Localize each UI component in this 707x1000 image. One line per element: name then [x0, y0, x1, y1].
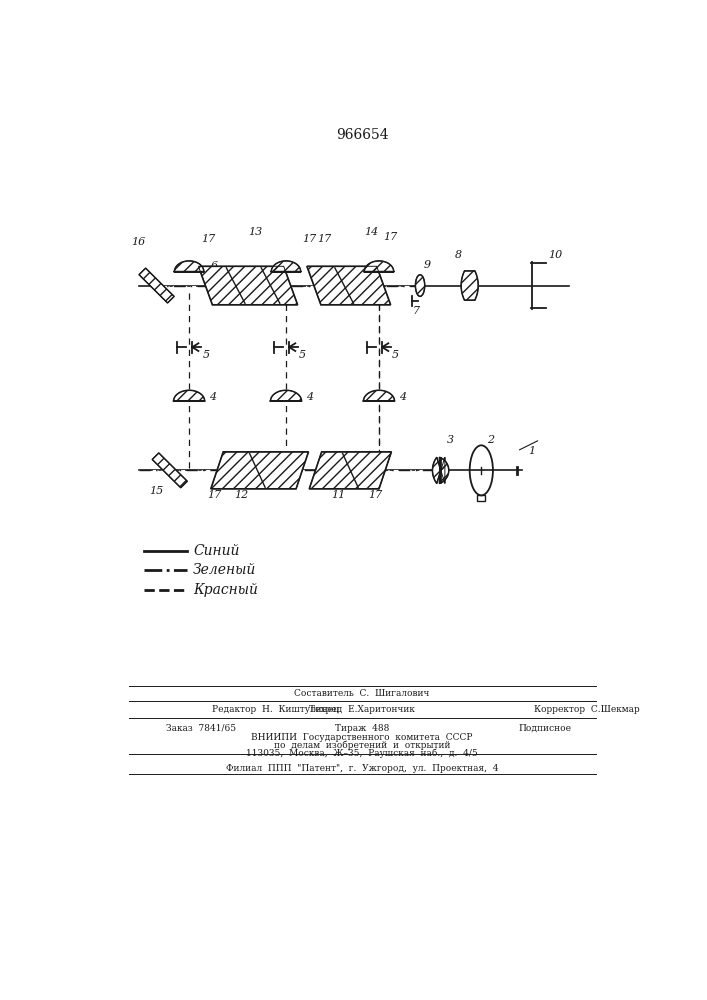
Text: 14: 14 — [364, 227, 378, 237]
Text: Заказ  7841/65: Заказ 7841/65 — [166, 724, 236, 733]
Text: 17: 17 — [383, 232, 397, 242]
Polygon shape — [271, 390, 301, 401]
Polygon shape — [309, 452, 392, 489]
Text: Зеленый: Зеленый — [193, 563, 256, 577]
Text: 4: 4 — [306, 392, 313, 402]
Polygon shape — [271, 261, 300, 272]
Polygon shape — [199, 266, 298, 305]
Text: Красный: Красный — [193, 583, 258, 597]
Text: 5: 5 — [202, 350, 209, 360]
Text: 5: 5 — [392, 350, 399, 360]
Text: 1: 1 — [529, 446, 536, 456]
Polygon shape — [307, 266, 391, 305]
Ellipse shape — [416, 275, 425, 296]
Text: 4: 4 — [209, 392, 216, 402]
Text: 17: 17 — [317, 234, 332, 244]
Text: Тираж  488: Тираж 488 — [334, 724, 389, 733]
Text: Филиал  ППП  "Патент",  г.  Ужгород,  ул.  Проектная,  4: Филиал ППП "Патент", г. Ужгород, ул. Про… — [226, 764, 498, 773]
Text: 17: 17 — [368, 490, 382, 500]
Text: Синий: Синий — [193, 544, 240, 558]
Polygon shape — [174, 390, 204, 401]
Polygon shape — [439, 457, 449, 483]
Text: по  делам  изобретений  и  открытий: по делам изобретений и открытий — [274, 740, 450, 750]
Text: 8: 8 — [455, 250, 462, 260]
Text: Техред  Е.Харитончик: Техред Е.Харитончик — [309, 705, 415, 714]
Text: 966654: 966654 — [336, 128, 388, 142]
Text: 5: 5 — [299, 350, 306, 360]
Text: 17: 17 — [302, 234, 316, 244]
Text: 2: 2 — [488, 435, 495, 445]
Polygon shape — [363, 390, 395, 401]
Text: Подписное: Подписное — [518, 724, 571, 733]
Text: 12: 12 — [235, 490, 249, 500]
Polygon shape — [364, 261, 394, 272]
Text: 10: 10 — [548, 250, 562, 260]
Text: 11: 11 — [331, 490, 345, 500]
Polygon shape — [139, 268, 174, 303]
Text: 9: 9 — [424, 260, 431, 270]
Polygon shape — [211, 452, 308, 489]
Text: Корректор  С.Шекмар: Корректор С.Шекмар — [534, 705, 640, 714]
Text: 17: 17 — [208, 490, 222, 500]
Polygon shape — [461, 271, 478, 300]
Text: 13: 13 — [248, 227, 262, 237]
Polygon shape — [152, 453, 187, 488]
Polygon shape — [175, 261, 204, 272]
Text: Составитель  С.  Шигалович: Составитель С. Шигалович — [294, 689, 430, 698]
Text: 15: 15 — [149, 486, 164, 496]
Text: 17: 17 — [201, 234, 216, 244]
Text: ВНИИПИ  Государственного  комитета  СССР: ВНИИПИ Государственного комитета СССР — [251, 733, 473, 742]
Text: 16: 16 — [132, 237, 146, 247]
Bar — [477, 495, 485, 501]
Text: Редактор  Н.  Киштулинец: Редактор Н. Киштулинец — [212, 705, 339, 714]
Text: 113035,  Москва,  Ж–35,  Раушская  наб.,  д.  4/5: 113035, Москва, Ж–35, Раушская наб., д. … — [246, 748, 478, 758]
Text: 4: 4 — [399, 392, 407, 402]
Text: 3: 3 — [446, 435, 454, 445]
Polygon shape — [433, 457, 445, 483]
Text: 6: 6 — [211, 261, 218, 271]
Text: 7: 7 — [413, 306, 420, 316]
